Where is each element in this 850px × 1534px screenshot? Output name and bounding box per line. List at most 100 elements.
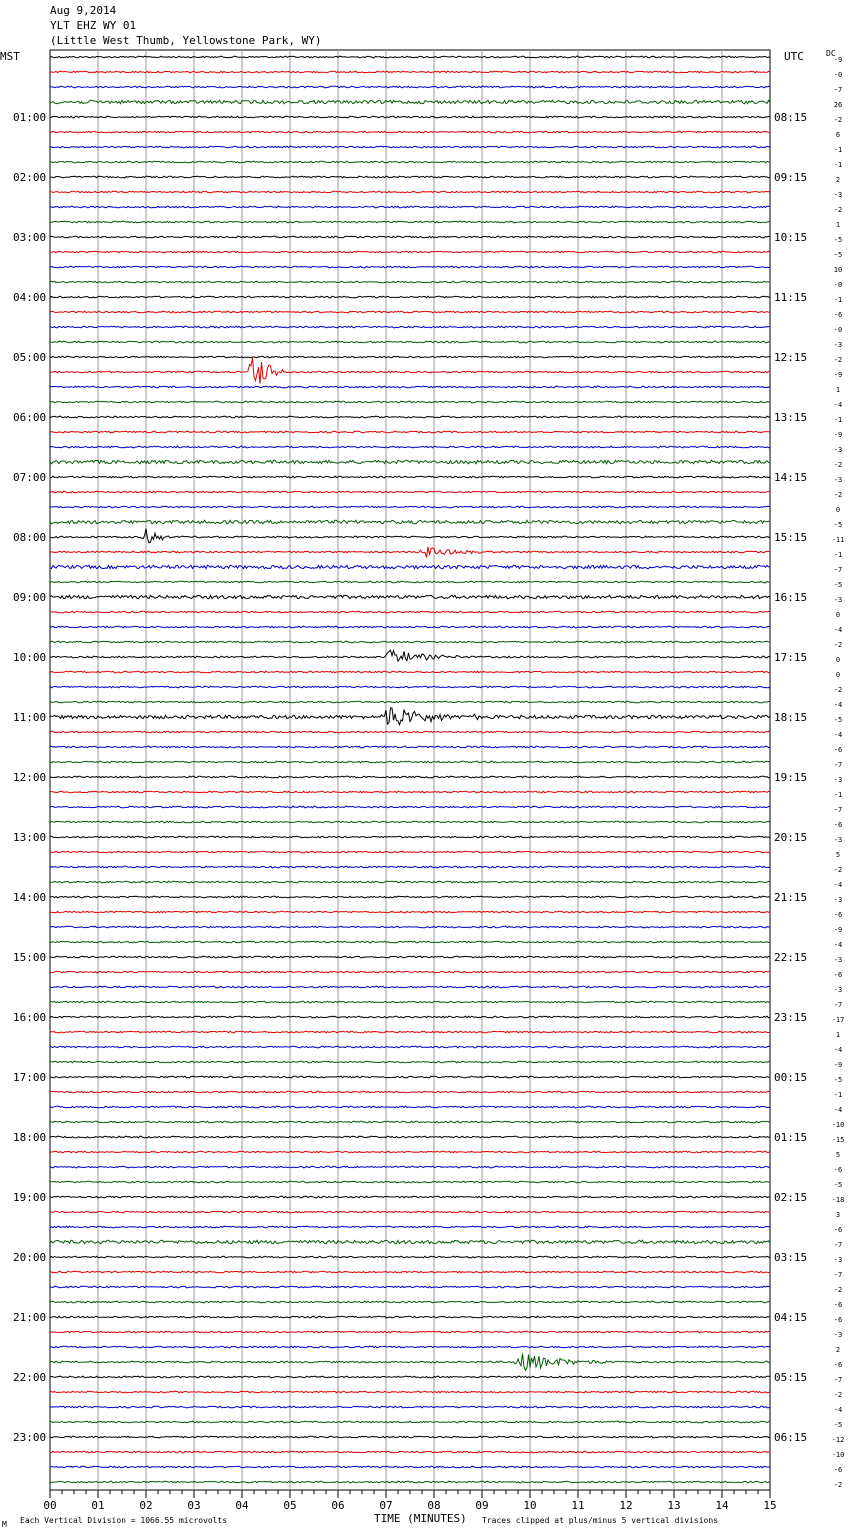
x-tick-label: 15 (763, 1499, 776, 1512)
trace-row-63 (49, 1000, 771, 1004)
mst-hour-label: 03:00 (13, 231, 46, 244)
dc-offset-40: 0 (836, 656, 840, 664)
mst-hour-label: 02:00 (13, 171, 46, 184)
dc-offset-43: -4 (834, 701, 842, 709)
dc-offset-79: -7 (834, 1241, 842, 1249)
dc-offset-57: -6 (834, 911, 842, 919)
trace-row-3 (49, 99, 771, 105)
dc-offset-15: -0 (834, 281, 842, 289)
trace-row-44 (49, 707, 771, 727)
dc-offset-85: -3 (834, 1331, 842, 1339)
trace-row-25 (49, 430, 770, 434)
x-tick-label: 02 (139, 1499, 152, 1512)
header-station: YLT EHZ WY 01 (50, 19, 137, 32)
mst-hour-label: 23:00 (13, 1431, 46, 1444)
dc-offset-31: -5 (834, 521, 842, 529)
mst-hour-label: 06:00 (13, 411, 46, 424)
trace-row-34 (49, 564, 771, 570)
x-tick-label: 05 (283, 1499, 296, 1512)
dc-offset-35: -5 (834, 581, 842, 589)
trace-row-30 (49, 505, 771, 509)
utc-hour-label: 13:15 (774, 411, 807, 424)
trace-row-4 (49, 115, 770, 119)
trace-row-90 (49, 1405, 771, 1409)
trace-row-20 (49, 355, 771, 359)
trace-row-40 (49, 648, 771, 663)
trace-row-75 (49, 1180, 771, 1184)
dc-offset-72: -15 (832, 1136, 845, 1144)
mst-hour-label: 18:00 (13, 1131, 46, 1144)
dc-offset-69: -1 (834, 1091, 842, 1099)
dc-offset-77: 3 (836, 1211, 840, 1219)
x-tick-label: 10 (523, 1499, 536, 1512)
dc-offset-87: -6 (834, 1361, 842, 1369)
trace-row-59 (49, 940, 771, 944)
trace-row-48 (49, 775, 771, 779)
dc-offset-9: -3 (834, 191, 842, 199)
trace-row-81 (49, 1270, 771, 1274)
trace-row-10 (49, 205, 770, 209)
dc-offset-41: 0 (836, 671, 840, 679)
dc-offset-18: -0 (834, 326, 842, 334)
x-tick-label: 13 (667, 1499, 680, 1512)
trace-row-77 (49, 1210, 771, 1214)
mst-hour-label: 11:00 (13, 711, 46, 724)
trace-row-13 (49, 250, 771, 254)
x-tick-label: 08 (427, 1499, 440, 1512)
dc-offset-8: 2 (836, 176, 840, 184)
dc-offset-74: -6 (834, 1166, 842, 1174)
utc-hour-label: 02:15 (774, 1191, 807, 1204)
mst-hour-label: 14:00 (13, 891, 46, 904)
dc-offset-21: -9 (834, 371, 842, 379)
utc-hour-label: 10:15 (774, 231, 807, 244)
dc-offset-55: -4 (834, 881, 842, 889)
utc-hour-label: 21:15 (774, 891, 807, 904)
x-axis-title: TIME (MINUTES) (374, 1512, 467, 1525)
trace-row-79 (49, 1239, 771, 1245)
mst-hour-label: 01:00 (13, 111, 46, 124)
dc-offset-94: -6 (834, 1466, 842, 1474)
dc-offset-89: -2 (834, 1391, 842, 1399)
trace-row-38 (49, 625, 771, 629)
dc-offset-11: 1 (836, 221, 840, 229)
trace-row-88 (49, 1375, 771, 1379)
trace-row-19 (49, 340, 771, 344)
trace-row-61 (49, 970, 771, 974)
dc-offset-38: -4 (834, 626, 842, 634)
x-tick-label: 06 (331, 1499, 344, 1512)
trace-row-23 (49, 400, 771, 404)
trace-row-66 (49, 1045, 771, 1049)
utc-hour-label: 14:15 (774, 471, 807, 484)
dc-offset-14: 10 (834, 266, 842, 274)
trace-row-27 (49, 459, 771, 465)
dc-offset-59: -4 (834, 941, 842, 949)
trace-row-50 (49, 805, 771, 809)
utc-hour-label: 05:15 (774, 1371, 807, 1384)
dc-offset-28: -3 (834, 476, 842, 484)
mst-hour-label: 05:00 (13, 351, 46, 364)
trace-row-15 (49, 280, 771, 284)
trace-row-84 (49, 1315, 771, 1319)
trace-row-65 (49, 1030, 771, 1034)
trace-row-5 (49, 130, 771, 134)
x-tick-label: 09 (475, 1499, 488, 1512)
mst-hour-label: 09:00 (13, 591, 46, 604)
dc-offset-63: -7 (834, 1001, 842, 1009)
mst-hour-label: 21:00 (13, 1311, 46, 1324)
dc-offset-1: -0 (834, 71, 842, 79)
x-tick-label: 00 (43, 1499, 56, 1512)
trace-row-47 (49, 760, 771, 764)
trace-row-26 (49, 445, 771, 449)
x-tick-label: 07 (379, 1499, 392, 1512)
dc-offset-36: -3 (834, 596, 842, 604)
trace-row-14 (49, 265, 771, 269)
mst-hour-label: 08:00 (13, 531, 46, 544)
trace-row-43 (49, 700, 770, 704)
dc-offset-95: -2 (834, 1481, 842, 1489)
trace-row-28 (49, 475, 771, 479)
dc-offset-37: 0 (836, 611, 840, 619)
dc-offset-27: -2 (834, 461, 842, 469)
trace-row-69 (49, 1090, 771, 1094)
dc-offset-45: -4 (834, 731, 842, 739)
x-tick-label: 12 (619, 1499, 632, 1512)
